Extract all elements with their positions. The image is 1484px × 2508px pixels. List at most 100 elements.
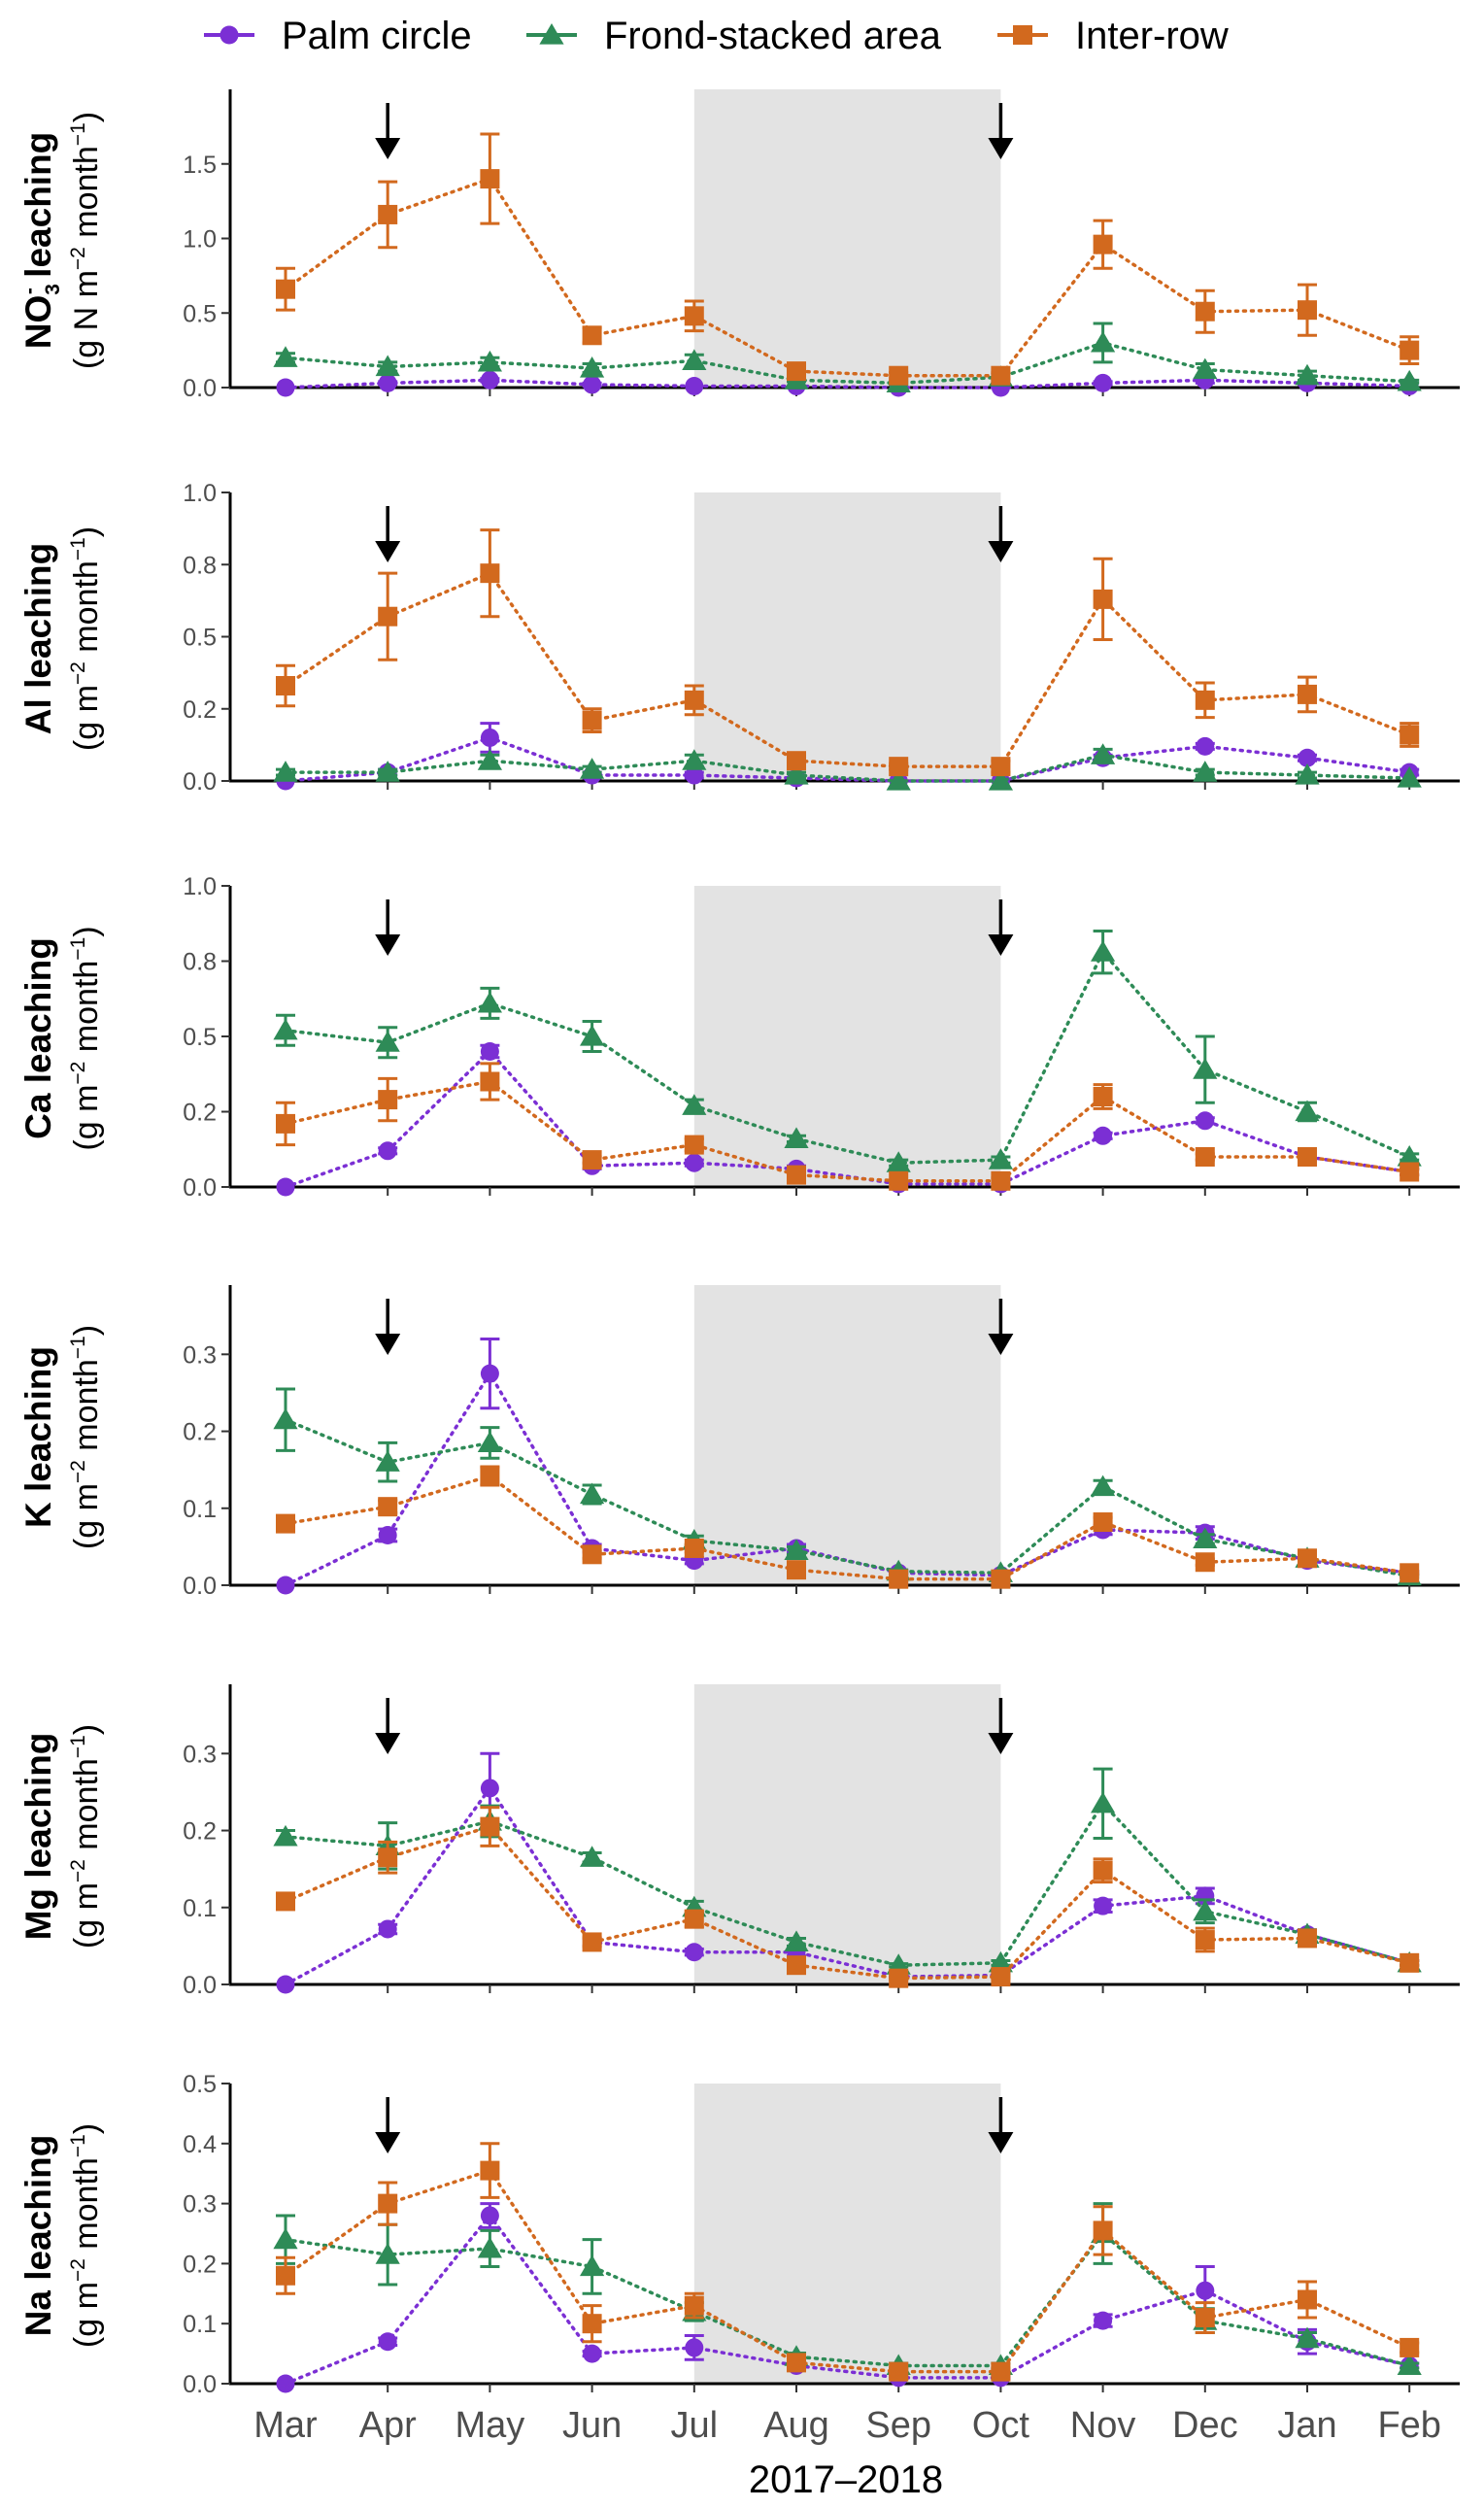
y-tick-label: 1.0 xyxy=(183,226,217,254)
y-axis-title-text: NO xyxy=(18,295,58,350)
data-point xyxy=(1295,763,1320,785)
data-point xyxy=(1091,330,1116,353)
legend-item-inter-row: Inter-row xyxy=(997,15,1229,57)
y-axis-unit-part: (g m xyxy=(68,1882,105,1949)
y-tick-label: 0.5 xyxy=(183,625,217,652)
y-axis-unit-part: month xyxy=(68,146,105,247)
data-point xyxy=(276,279,295,299)
data-point xyxy=(1397,2354,1422,2376)
event-arrow xyxy=(988,1299,1014,1355)
data-point xyxy=(276,378,295,397)
data-point xyxy=(784,1930,809,1952)
y-tick-label: 0.4 xyxy=(183,2131,217,2158)
y-tick-label: 0.0 xyxy=(183,1573,217,1600)
series-inter-row xyxy=(276,528,1420,777)
data-point xyxy=(480,1779,499,1798)
y-axis-unit-part: month xyxy=(68,560,105,661)
data-point xyxy=(682,1094,707,1115)
x-tick-label: Sep xyxy=(865,2405,931,2446)
data-point xyxy=(787,361,806,382)
x-tick-label: Nov xyxy=(1070,2405,1136,2446)
x-tick-label: Jan xyxy=(1277,2405,1336,2446)
y-axis-unit-part: −2 xyxy=(67,2258,89,2282)
data-point xyxy=(378,1141,397,1161)
data-point xyxy=(480,370,499,390)
data-point xyxy=(480,2160,500,2181)
data-point xyxy=(991,1967,1011,1987)
data-point xyxy=(1295,363,1320,386)
data-point xyxy=(1091,940,1116,962)
data-point xyxy=(1400,725,1420,745)
data-point xyxy=(787,751,806,771)
legend-marker xyxy=(1013,25,1032,45)
data-point xyxy=(580,1482,605,1505)
data-point xyxy=(582,1150,602,1170)
data-point xyxy=(684,1909,704,1929)
data-point xyxy=(1397,1145,1422,1167)
event-arrow-head xyxy=(375,138,401,159)
y-axis-title-text: K leaching xyxy=(18,1346,58,1528)
event-arrow-head xyxy=(988,138,1014,159)
data-point xyxy=(477,749,502,770)
data-point xyxy=(477,350,502,372)
data-point xyxy=(1195,301,1215,322)
data-point xyxy=(1298,300,1317,321)
data-point xyxy=(1196,1111,1215,1131)
legend-item-palm-circle: Palm circle xyxy=(204,15,472,57)
y-axis-unit: (g m−2 month−1) xyxy=(67,1325,105,1549)
data-point xyxy=(276,2265,295,2286)
data-point xyxy=(1093,1860,1113,1881)
y-axis-unit-part: −2 xyxy=(67,247,89,270)
y-axis-unit-part: −2 xyxy=(67,1062,89,1085)
event-arrow xyxy=(375,506,401,562)
data-point xyxy=(273,2227,298,2250)
x-tick-label: Jul xyxy=(671,2405,719,2446)
data-point xyxy=(375,355,400,377)
y-axis-unit-part: month xyxy=(68,1359,105,1460)
event-arrow-head xyxy=(375,1733,401,1754)
data-point xyxy=(1400,340,1420,360)
data-point xyxy=(684,2295,704,2316)
y-axis-unit-part: month xyxy=(68,961,105,1062)
x-tick-label: Dec xyxy=(1172,2405,1238,2446)
series-line xyxy=(284,2213,1411,2386)
data-point xyxy=(1093,1512,1113,1533)
data-point xyxy=(991,1170,1011,1191)
y-axis-unit: (g m−2 month−1) xyxy=(67,526,105,751)
legend-item-frond-stacked-area: Frond-stacked area xyxy=(526,15,942,57)
data-point xyxy=(685,765,704,785)
data-point xyxy=(1400,1952,1420,1973)
y-tick-label: 0.0 xyxy=(183,1972,217,1999)
series-line xyxy=(284,2230,1411,2368)
data-point xyxy=(1295,1100,1320,1122)
y-axis-unit-part: −1 xyxy=(67,937,89,961)
event-arrow-head xyxy=(988,2132,1014,2153)
data-point xyxy=(378,373,397,392)
y-axis-unit-part: ) xyxy=(68,2123,105,2134)
series-inter-row xyxy=(276,1465,1420,1589)
data-point xyxy=(276,2374,295,2393)
event-arrow xyxy=(988,103,1014,159)
y-axis-title: NO3- leaching xyxy=(18,132,64,350)
y-axis-title: Al leaching xyxy=(18,543,58,734)
series-line xyxy=(284,1824,1411,1981)
data-point xyxy=(273,761,298,782)
data-point xyxy=(682,349,707,370)
y-tick-label: 0.3 xyxy=(183,2191,217,2219)
panel-al: 0.00.20.50.81.0Al leaching (g m−2 month−1… xyxy=(18,480,1460,796)
data-point xyxy=(988,1148,1013,1169)
data-point xyxy=(1195,2308,1215,2328)
data-point xyxy=(886,1151,911,1172)
y-axis-unit-part: (g m xyxy=(68,685,105,751)
y-axis-title-text: Ca leaching xyxy=(18,937,58,1139)
y-tick-label: 0.0 xyxy=(183,1174,217,1202)
data-point xyxy=(1193,1527,1218,1549)
shaded-period xyxy=(693,492,1001,781)
data-point xyxy=(1091,1791,1116,1813)
legend-marker xyxy=(539,23,564,45)
y-tick-label: 0.1 xyxy=(183,2311,217,2338)
y-tick-label: 0.2 xyxy=(183,2251,217,2278)
legend: Palm circle Frond-stacked area Inter-row xyxy=(204,15,1229,57)
data-point xyxy=(991,1569,1011,1589)
series-inter-row xyxy=(276,132,1420,386)
